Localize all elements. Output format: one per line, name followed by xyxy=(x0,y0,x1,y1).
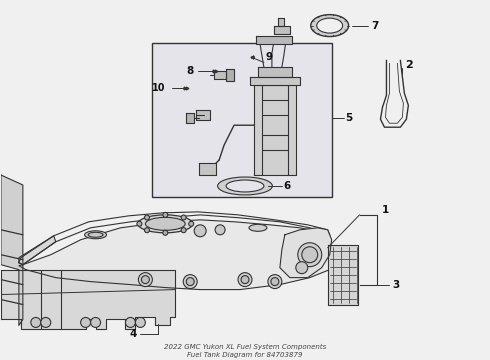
Polygon shape xyxy=(250,77,300,85)
Ellipse shape xyxy=(311,15,348,37)
Polygon shape xyxy=(19,212,330,265)
Circle shape xyxy=(41,318,51,328)
Circle shape xyxy=(241,276,249,284)
Circle shape xyxy=(302,247,318,263)
Circle shape xyxy=(181,228,186,233)
Text: 5: 5 xyxy=(345,113,353,123)
Circle shape xyxy=(186,278,194,285)
Circle shape xyxy=(215,225,225,235)
Text: 9: 9 xyxy=(266,53,273,63)
Ellipse shape xyxy=(88,232,103,237)
Polygon shape xyxy=(199,163,216,175)
Text: 10: 10 xyxy=(152,84,165,93)
Ellipse shape xyxy=(317,18,343,33)
Circle shape xyxy=(298,243,322,267)
Text: 8: 8 xyxy=(186,67,193,76)
Circle shape xyxy=(181,215,186,220)
Polygon shape xyxy=(256,36,292,44)
Polygon shape xyxy=(280,228,332,278)
Polygon shape xyxy=(274,26,290,33)
Text: 2022 GMC Yukon XL Fuel System Components: 2022 GMC Yukon XL Fuel System Components xyxy=(164,344,326,350)
Polygon shape xyxy=(226,69,234,81)
Circle shape xyxy=(91,318,100,328)
Circle shape xyxy=(238,273,252,287)
Polygon shape xyxy=(1,270,175,329)
Circle shape xyxy=(142,276,149,284)
Ellipse shape xyxy=(138,215,193,233)
Circle shape xyxy=(138,273,152,287)
Circle shape xyxy=(163,212,168,217)
Ellipse shape xyxy=(146,217,185,230)
Circle shape xyxy=(189,221,194,226)
Circle shape xyxy=(163,230,168,235)
Polygon shape xyxy=(196,110,210,120)
Ellipse shape xyxy=(226,180,264,192)
Polygon shape xyxy=(278,18,284,26)
Text: 7: 7 xyxy=(371,21,379,31)
Circle shape xyxy=(31,318,41,328)
Text: 1: 1 xyxy=(382,205,389,215)
Text: 3: 3 xyxy=(392,280,400,289)
Text: 6: 6 xyxy=(284,181,291,191)
Polygon shape xyxy=(214,71,226,80)
Circle shape xyxy=(194,225,206,237)
Circle shape xyxy=(81,318,91,328)
Circle shape xyxy=(125,318,135,328)
Ellipse shape xyxy=(85,231,106,239)
Circle shape xyxy=(183,275,197,289)
Ellipse shape xyxy=(218,177,272,195)
Text: Fuel Tank Diagram for 84703879: Fuel Tank Diagram for 84703879 xyxy=(187,352,303,358)
Polygon shape xyxy=(328,245,358,305)
Circle shape xyxy=(268,275,282,289)
Circle shape xyxy=(145,228,149,233)
Circle shape xyxy=(271,278,279,285)
Circle shape xyxy=(296,262,308,274)
Polygon shape xyxy=(258,67,292,77)
Polygon shape xyxy=(19,236,56,265)
Text: 4: 4 xyxy=(129,329,136,339)
Circle shape xyxy=(145,215,149,220)
Polygon shape xyxy=(254,85,296,175)
Polygon shape xyxy=(1,175,23,325)
Text: 2: 2 xyxy=(405,60,413,71)
Circle shape xyxy=(135,318,146,328)
Polygon shape xyxy=(186,113,194,123)
Circle shape xyxy=(137,221,142,226)
Polygon shape xyxy=(19,220,330,289)
Ellipse shape xyxy=(249,224,267,231)
Bar xyxy=(152,42,332,197)
